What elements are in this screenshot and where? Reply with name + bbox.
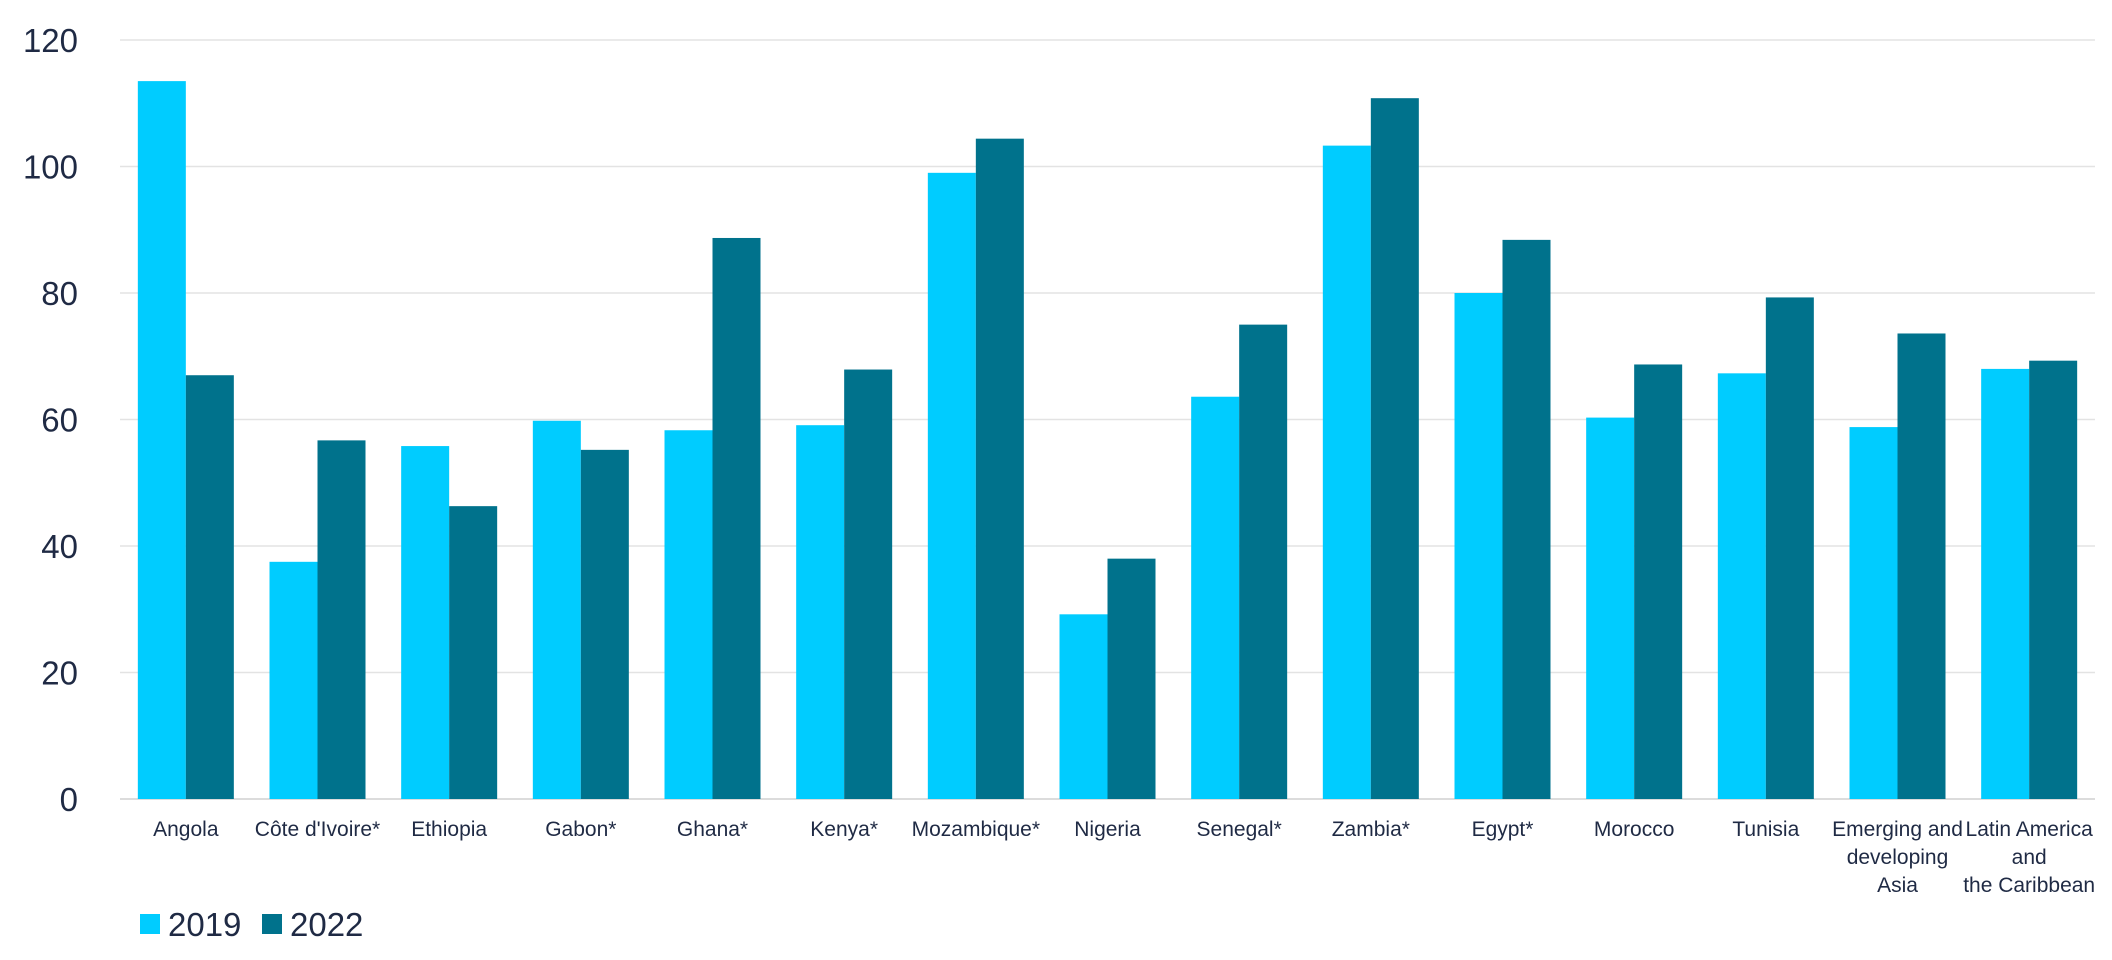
bar-2019-0 [137,81,186,800]
x-tick-label-line: and [2012,846,2047,869]
bar-2019-4 [664,430,713,799]
bar-2022-0 [185,375,234,799]
legend-swatch-2019 [140,914,160,934]
bar-2022-11 [1634,364,1683,799]
x-tick-label-line: Angola [153,818,219,841]
y-axis-ticks: 0 20 40 60 80 100 120 [23,22,78,818]
x-tick-label: Gabon* [545,818,616,841]
bar-2019-1 [269,561,318,799]
x-tick-label-line: Mozambique* [912,818,1040,841]
x-tick-label-line: Zambia* [1332,818,1410,841]
bar-2022-5 [844,369,893,799]
x-tick-label: Emerging and developing Asia [1832,818,1963,897]
bar-2019-9 [1322,145,1371,799]
x-tick-label-line: Morocco [1594,818,1675,841]
x-tick-label: Nigeria [1074,818,1141,841]
x-tick-label-line: Senegal* [1197,818,1282,841]
x-tick-label-line: Egypt* [1472,818,1534,841]
x-tick-label: Ghana* [677,818,748,841]
bar-2019-13 [1849,427,1898,799]
bar-2019-8 [1191,396,1240,799]
bar-2022-12 [1765,297,1814,799]
bars [137,81,2078,800]
bar-2022-10 [1502,239,1551,799]
y-tick-label: 20 [41,655,78,692]
bar-2022-3 [580,449,629,799]
y-tick-label: 60 [41,402,78,439]
y-tick-label: 100 [23,149,78,186]
x-tick-label-line: the Caribbean [1963,874,2095,897]
bar-2022-9 [1370,98,1419,799]
bar-2019-12 [1717,373,1766,799]
legend: 2019 2022 [140,906,363,943]
x-tick-label: Morocco [1594,818,1675,841]
legend-swatch-2022 [262,914,282,934]
x-tick-label-line: Asia [1877,874,1918,897]
bar-2019-5 [796,425,845,799]
x-tick-label: Côte d'Ivoire* [255,818,380,841]
y-tick-label: 120 [23,22,78,59]
x-tick-label: Kenya* [810,818,878,841]
bar-2019-14 [1981,368,2030,799]
bar-2019-11 [1586,417,1635,799]
x-tick-label: Zambia* [1332,818,1410,841]
bar-2022-4 [712,237,761,799]
legend-label-2022: 2022 [290,906,363,943]
x-tick-label-line: Emerging and [1832,818,1963,841]
x-tick-label-line: Latin America [1966,818,2094,841]
bar-2019-10 [1454,293,1503,799]
bar-2022-2 [449,506,498,799]
bar-2022-1 [317,440,366,799]
x-axis-ticks: Angola Côte d'Ivoire* Ethiopia Gabon* Ghana*… [153,818,2095,897]
bar-2019-7 [1059,614,1108,799]
bar-2019-6 [927,172,976,799]
x-tick-label: Angola [153,818,219,841]
x-tick-label: Tunisia [1732,818,1799,841]
x-tick-label-line: Tunisia [1732,818,1799,841]
bar-2022-13 [1897,333,1946,799]
x-tick-label-line: Ghana* [677,818,748,841]
x-tick-label: Latin America and the Caribbean [1963,818,2095,897]
x-tick-label-line: Kenya* [810,818,878,841]
bar-2022-8 [1239,324,1288,799]
y-tick-label: 80 [41,275,78,312]
bar-2019-2 [401,446,450,799]
legend-label-2019: 2019 [168,906,241,943]
x-tick-label: Senegal* [1197,818,1282,841]
x-tick-label-line: Nigeria [1074,818,1141,841]
x-tick-label-line: Gabon* [545,818,616,841]
x-tick-label-line: Côte d'Ivoire* [255,818,380,841]
y-tick-label: 0 [60,781,78,818]
y-tick-label: 40 [41,528,78,565]
x-tick-label: Egypt* [1472,818,1534,841]
bar-2022-7 [1107,558,1156,799]
x-tick-label: Mozambique* [912,818,1040,841]
x-tick-label-line: Ethiopia [411,818,487,841]
x-tick-label: Ethiopia [411,818,487,841]
x-tick-label-line: developing [1847,846,1949,869]
bar-2022-14 [2029,360,2078,799]
bar-2022-6 [975,138,1024,800]
bar-2019-3 [532,420,581,799]
